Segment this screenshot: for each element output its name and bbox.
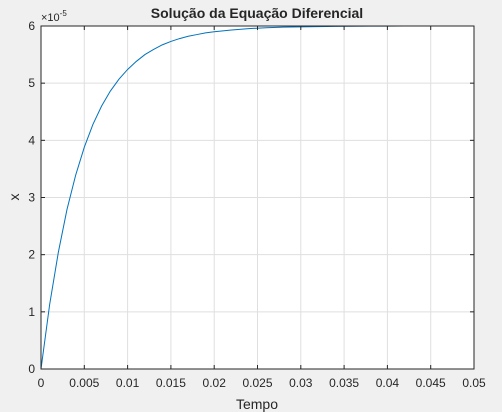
y-tick-label: 1 bbox=[28, 305, 35, 319]
y-tick-label: 6 bbox=[28, 19, 35, 33]
y-axis-label: x bbox=[6, 194, 22, 201]
x-tick-labels: 0 0.005 0.01 0.015 0.02 0.025 0.03 0.035 0.04 0.0… bbox=[38, 376, 486, 390]
x-tick-label: 0.045 bbox=[416, 376, 446, 390]
x-tick-label: 0 bbox=[38, 376, 45, 390]
y-exponent-base: ×10 bbox=[41, 12, 60, 24]
ticks bbox=[40, 25, 475, 370]
y-tick-label: 5 bbox=[28, 76, 35, 90]
chart-title: Solução da Equação Diferencial bbox=[151, 5, 363, 21]
x-axis-label: Tempo bbox=[236, 396, 278, 412]
y-tick-labels: 0 1 2 3 4 5 6 bbox=[28, 19, 35, 376]
x-tick-label: 0.035 bbox=[329, 376, 359, 390]
y-exponent-power: -5 bbox=[60, 9, 68, 18]
y-tick-label: 3 bbox=[28, 191, 35, 205]
y-exponent-label: ×10-5 bbox=[41, 9, 67, 24]
x-tick-label: 0.04 bbox=[376, 376, 400, 390]
x-tick-label: 0.025 bbox=[242, 376, 272, 390]
x-tick-label: 0.05 bbox=[462, 376, 486, 390]
y-tick-label: 0 bbox=[28, 362, 35, 376]
x-tick-label: 0.03 bbox=[289, 376, 313, 390]
y-tick-label: 2 bbox=[28, 248, 35, 262]
y-tick-label: 4 bbox=[28, 133, 35, 147]
x-tick-label: 0.015 bbox=[156, 376, 186, 390]
x-tick-label: 0.005 bbox=[69, 376, 99, 390]
x-tick-label: 0.02 bbox=[203, 376, 227, 390]
x-tick-label: 0.01 bbox=[116, 376, 140, 390]
